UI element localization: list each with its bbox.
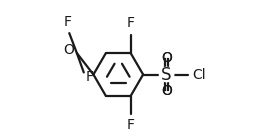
Text: O: O [63,43,74,57]
Circle shape [159,67,174,82]
Text: F: F [63,15,71,29]
Text: O: O [161,51,172,65]
Text: Cl: Cl [192,67,206,82]
Circle shape [161,93,172,103]
Circle shape [161,46,172,56]
Text: F: F [85,70,93,84]
Text: S: S [161,66,172,83]
Text: F: F [127,16,135,30]
Text: O: O [161,51,172,65]
Text: O: O [161,84,172,98]
Text: F: F [127,118,135,132]
Text: O: O [161,84,172,98]
